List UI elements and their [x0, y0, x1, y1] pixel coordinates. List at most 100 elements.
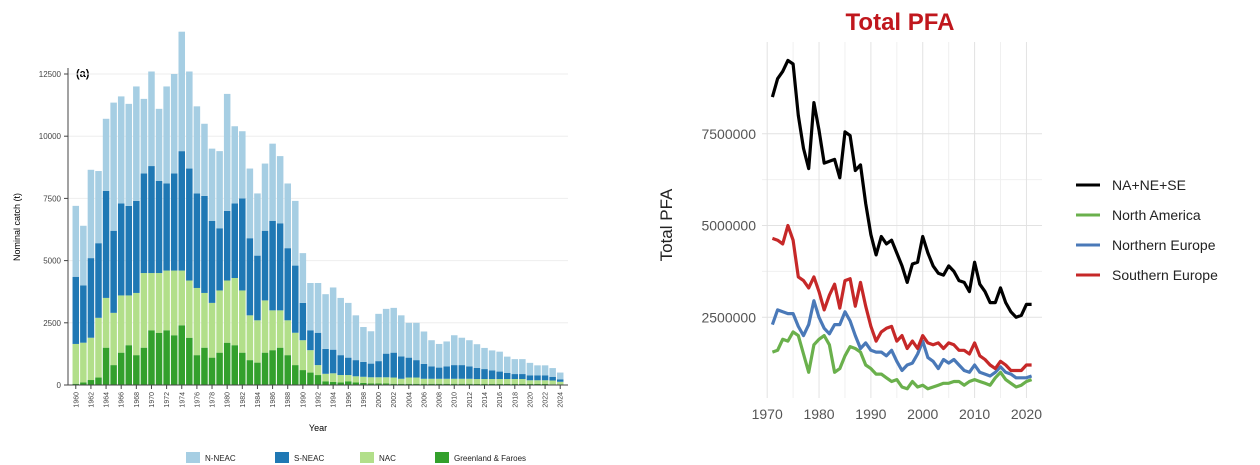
bar-segment-1 — [170, 335, 178, 385]
bar-x-tick-label: 1984 — [255, 392, 262, 408]
bar-segment-4 — [526, 362, 534, 376]
bar-segment-2 — [360, 376, 367, 384]
bar-segment-4 — [178, 31, 186, 152]
bar-legend-swatch — [275, 452, 289, 463]
bar-segment-4 — [322, 294, 329, 349]
bar-segment-4 — [511, 359, 519, 375]
bar-segment-1 — [216, 352, 223, 385]
line-x-tick-label: 2010 — [959, 406, 990, 422]
bar-legend-swatch — [435, 452, 449, 463]
bar-segment-1 — [413, 383, 420, 385]
bar-segment-2 — [292, 332, 299, 366]
bar-segment-3 — [148, 166, 155, 274]
bar-segment-1 — [428, 383, 435, 385]
bar-segment-4 — [337, 297, 344, 356]
bar-segment-2 — [450, 378, 458, 384]
bar-segment-2 — [140, 273, 148, 348]
bar-segment-4 — [420, 331, 428, 364]
bar-segment-3 — [246, 238, 254, 316]
bar-segment-2 — [375, 377, 382, 384]
bar-segment-2 — [307, 350, 314, 373]
bar-segment-3 — [133, 200, 140, 293]
bar-segment-3 — [390, 352, 397, 378]
bar-y-tick-label: 12500 — [39, 70, 62, 79]
bar-segment-4 — [314, 282, 322, 333]
line-chart-title: Total PFA — [846, 9, 955, 36]
bar-segment-3 — [519, 374, 526, 380]
bar-segment-3 — [534, 375, 541, 381]
bar-segment-4 — [155, 108, 163, 181]
line-series-1 — [770, 58, 1032, 319]
bar-segment-3 — [170, 173, 178, 271]
bar-segment-1 — [208, 357, 216, 385]
bar-segment-1 — [450, 383, 458, 385]
line-plot-area — [762, 42, 1042, 398]
bar-segment-2 — [80, 342, 87, 383]
line-grid — [762, 42, 1042, 398]
bar-segment-2 — [443, 378, 450, 384]
bar-y-tick-label: 2500 — [43, 319, 61, 328]
bar-x-tick-label: 1992 — [316, 392, 323, 408]
bar-segment-3 — [481, 369, 488, 380]
bar-segment-3 — [72, 276, 80, 344]
bar-segment-2 — [193, 287, 201, 356]
bar-segment-4 — [102, 118, 110, 191]
bar-segment-4 — [284, 183, 291, 249]
bar-segment-4 — [193, 106, 201, 194]
bar-marks — [72, 31, 564, 385]
bar-segment-1 — [148, 330, 155, 385]
bar-segment-2 — [519, 379, 526, 385]
bar-x-tick-label: 1994 — [331, 392, 338, 408]
bar-segment-4 — [299, 253, 307, 303]
bar-segment-4 — [261, 163, 269, 231]
bar-segment-4 — [473, 344, 481, 368]
bar-segment-3 — [201, 195, 208, 293]
bar-segment-2 — [117, 295, 125, 353]
bar-segment-1 — [140, 347, 148, 385]
bar-segment-1 — [133, 355, 140, 385]
bar-segment-3 — [178, 151, 186, 271]
bar-x-tick-label: 1968 — [134, 392, 141, 408]
bar-segment-3 — [375, 361, 382, 378]
bar-segment-2 — [511, 379, 519, 385]
bar-y-tick-label: 5000 — [43, 257, 61, 266]
bar-y-ticks: 0 2500 5000 7500 10000 12500 — [39, 70, 68, 390]
line-x-tick-label: 1980 — [803, 406, 834, 422]
line-y-ticks: 2500000 5000000 7500000 — [701, 126, 756, 326]
bar-segment-4 — [170, 74, 178, 174]
bar-segment-4 — [428, 340, 435, 367]
bar-segment-4 — [87, 169, 95, 259]
bar-segment-4 — [450, 335, 458, 366]
bar-segment-4 — [254, 193, 261, 256]
bar-x-tick-label: 2010 — [452, 392, 459, 408]
bar-segment-4 — [458, 337, 466, 366]
bar-segment-4 — [367, 331, 375, 364]
bar-segment-3 — [503, 372, 511, 380]
bar-segment-4 — [223, 93, 231, 211]
bar-segment-2 — [481, 379, 488, 385]
bar-segment-3 — [329, 349, 337, 374]
bar-segment-4 — [80, 225, 87, 286]
bar-segment-1 — [261, 352, 269, 385]
bar-segment-4 — [503, 356, 511, 373]
bar-segment-2 — [125, 295, 133, 346]
bar-legend: N-NEAC S-NEAC NAC Greenland & Faroes — [186, 452, 526, 463]
bar-segment-1 — [163, 330, 170, 385]
line-series-2 — [771, 330, 1033, 391]
bar-segment-3 — [345, 357, 352, 376]
bar-segment-4 — [208, 148, 216, 221]
bar-segment-4 — [519, 359, 526, 375]
bar-segment-1 — [254, 362, 261, 385]
bar-segment-3 — [526, 375, 534, 381]
bar-segment-3 — [549, 376, 556, 381]
bar-x-tick-label: 2024 — [558, 392, 565, 408]
bar-segment-4 — [216, 151, 223, 229]
bar-segment-1 — [125, 345, 133, 385]
bar-segment-4 — [413, 322, 420, 361]
bar-x-tick-label: 2004 — [406, 392, 413, 408]
bar-segment-4 — [398, 315, 405, 357]
line-x-tick-label: 1970 — [752, 406, 783, 422]
bar-segment-2 — [549, 380, 556, 385]
bar-segment-2 — [170, 270, 178, 336]
bar-x-tick-label: 2014 — [482, 392, 489, 408]
